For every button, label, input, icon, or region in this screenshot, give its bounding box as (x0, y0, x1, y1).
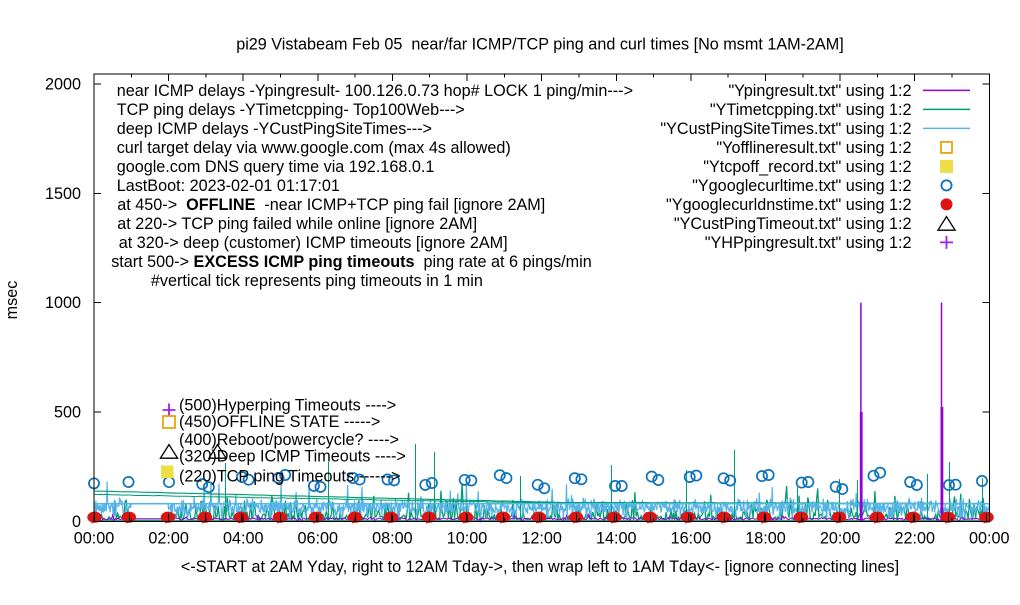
svg-text:"Yofflineresult.txt" using 1:2: "Yofflineresult.txt" using 1:2 (716, 139, 911, 157)
svg-text:00:00: 00:00 (74, 529, 115, 547)
svg-text:2000: 2000 (45, 76, 81, 94)
svg-text:"YTimetcpping.txt" using 1:2: "YTimetcpping.txt" using 1:2 (710, 101, 912, 119)
svg-text:00:00: 00:00 (969, 529, 1010, 547)
svg-text:at 220-> TCP ping failed while: at 220-> TCP ping failed while online [i… (117, 215, 477, 233)
svg-text:near ICMP delays -Ypingresult-: near ICMP delays -Ypingresult- 100.126.0… (117, 82, 633, 100)
svg-text:#vertical tick represents ping: #vertical tick represents ping timeouts … (151, 272, 483, 290)
svg-text:(450)OFFLINE STATE ----->: (450)OFFLINE STATE -----> (179, 413, 380, 431)
svg-text:at 450-> OFFLINE -near ICMP+: at 450-> OFFLINE -near ICMP+TCP ping fai… (117, 196, 545, 214)
svg-text:deep ICMP delays -YCustPingSit: deep ICMP delays -YCustPingSiteTimes---> (117, 120, 432, 138)
svg-text:"Ygooglecurldnstime.txt" using: "Ygooglecurldnstime.txt" using 1:2 (666, 196, 911, 214)
svg-text:12:00: 12:00 (521, 529, 562, 547)
svg-text:02:00: 02:00 (148, 529, 189, 547)
svg-text:20:00: 20:00 (820, 529, 861, 547)
svg-text:22:00: 22:00 (894, 529, 935, 547)
svg-text:"Ygooglecurltime.txt" using 1:: "Ygooglecurltime.txt" using 1:2 (692, 177, 911, 195)
svg-text:(320)Deep ICMP Timeouts ---->: (320)Deep ICMP Timeouts ----> (179, 448, 406, 466)
svg-text:<-START at 2AM Yday, right to: <-START at 2AM Yday, right to 12AM Tday-… (181, 558, 899, 576)
svg-text:curl target delay via www.goog: curl target delay via www.google.com (ma… (117, 139, 511, 157)
svg-text:08:00: 08:00 (372, 529, 413, 547)
svg-text:0: 0 (72, 513, 81, 531)
svg-text:msec: msec (3, 281, 21, 320)
svg-text:"Ypingresult.txt" using 1:2: "Ypingresult.txt" using 1:2 (728, 82, 911, 100)
svg-text:LastBoot: 2023-02-01 01:17:01: LastBoot: 2023-02-01 01:17:01 (117, 177, 340, 195)
svg-text:"YHPpingresult.txt" using 1:2: "YHPpingresult.txt" using 1:2 (705, 234, 912, 252)
svg-text:(500)Hyperping Timeouts ---->: (500)Hyperping Timeouts ----> (179, 397, 396, 415)
svg-text:1000: 1000 (45, 294, 81, 312)
svg-text:pi29 Vistabeam Feb 05 near/fa: pi29 Vistabeam Feb 05 near/far ICMP/TCP … (236, 36, 844, 54)
svg-text:"Ytcpoff_record.txt" using 1:2: "Ytcpoff_record.txt" using 1:2 (703, 158, 911, 176)
svg-text:at 320-> deep (customer) ICMP: at 320-> deep (customer) ICMP timeouts [… (119, 234, 508, 252)
svg-text:"YCustPingTimeout.txt" using 1: "YCustPingTimeout.txt" using 1:2 (674, 215, 912, 233)
svg-text:06:00: 06:00 (298, 529, 339, 547)
svg-text:google.com DNS query time via: google.com DNS query time via 192.168.0.… (117, 158, 435, 176)
svg-text:10:00: 10:00 (447, 529, 488, 547)
svg-text:14:00: 14:00 (596, 529, 637, 547)
svg-text:16:00: 16:00 (671, 529, 712, 547)
svg-text:04:00: 04:00 (223, 529, 264, 547)
svg-text:18:00: 18:00 (745, 529, 786, 547)
svg-text:TCP ping delays -YTimetcpping-: TCP ping delays -YTimetcpping- Top100Web… (117, 101, 465, 119)
svg-text:500: 500 (54, 404, 81, 422)
svg-text:(400)Reboot/powercycle? ---->: (400)Reboot/powercycle? ----> (179, 431, 399, 449)
svg-text:"YCustPingSiteTimes.txt" using: "YCustPingSiteTimes.txt" using 1:2 (660, 120, 911, 138)
svg-text:start 500-> EXCESS ICMP ping t: start 500-> EXCESS ICMP ping timeouts pi… (111, 253, 592, 271)
svg-text:1500: 1500 (45, 185, 81, 203)
svg-text:(220)TCP ping Timeouts ------>: (220)TCP ping Timeouts ------> (179, 467, 400, 485)
